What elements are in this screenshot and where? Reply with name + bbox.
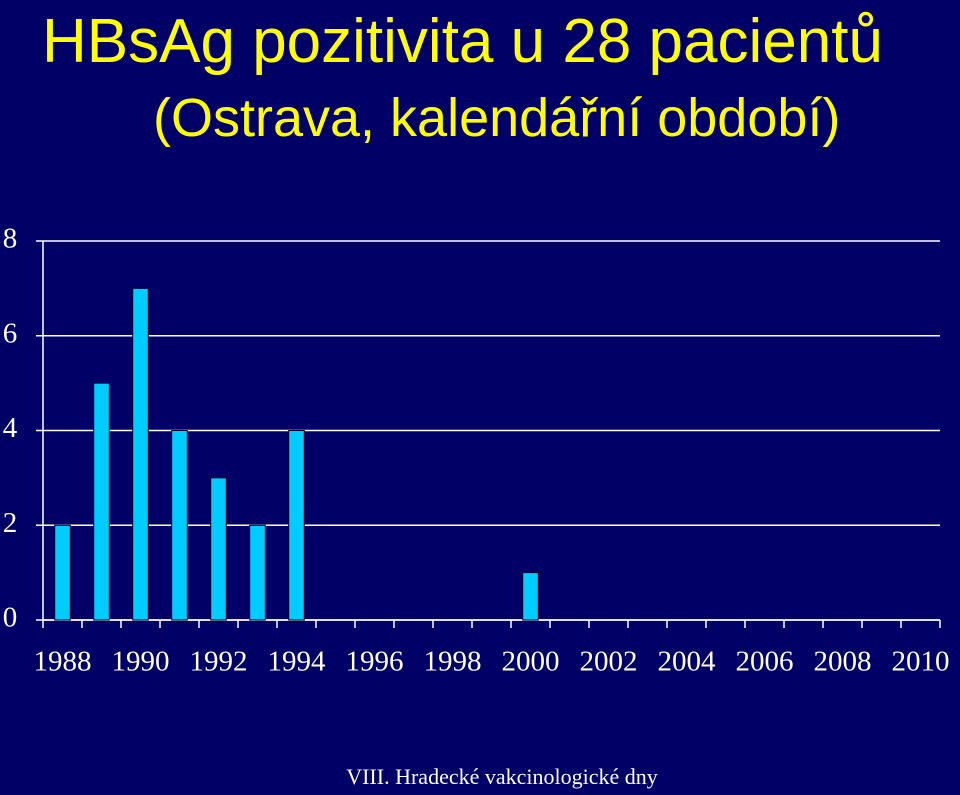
- y-tick-label: 4: [3, 412, 18, 444]
- bar: [93, 382, 110, 621]
- y-tick-label: 0: [3, 602, 18, 634]
- y-tick-label: 2: [3, 507, 18, 539]
- x-tick-label: 2002: [580, 646, 638, 678]
- x-tick-label: 1994: [268, 646, 327, 678]
- y-tick-label: 6: [3, 317, 18, 349]
- x-tick-label: 1996: [346, 646, 404, 678]
- y-tick-label: 8: [3, 223, 18, 255]
- bar: [288, 430, 305, 621]
- chart-title: HBsAg pozitivita u 28 pacientů: [42, 7, 883, 76]
- bar: [132, 287, 149, 621]
- bar: [171, 430, 188, 621]
- x-tick-label: 2000: [502, 646, 560, 678]
- bar: [54, 524, 71, 621]
- bar: [210, 477, 227, 621]
- bar: [522, 572, 539, 621]
- footer: VIII. Hradecké vakcinologické dny: [346, 764, 658, 789]
- bar: [249, 524, 266, 621]
- x-tick-label: 2006: [736, 646, 794, 678]
- x-tick-label: 2010: [892, 646, 950, 678]
- x-tick-label: 2004: [658, 646, 717, 678]
- x-tick-label: 1992: [190, 646, 248, 678]
- x-tick-label: 1990: [112, 646, 170, 678]
- x-tick-label: 1998: [424, 646, 482, 678]
- x-tick-label: 1988: [34, 646, 92, 678]
- x-tick-label: 2008: [814, 646, 872, 678]
- chart-subtitle: (Ostrava, kalendářní období): [153, 88, 840, 148]
